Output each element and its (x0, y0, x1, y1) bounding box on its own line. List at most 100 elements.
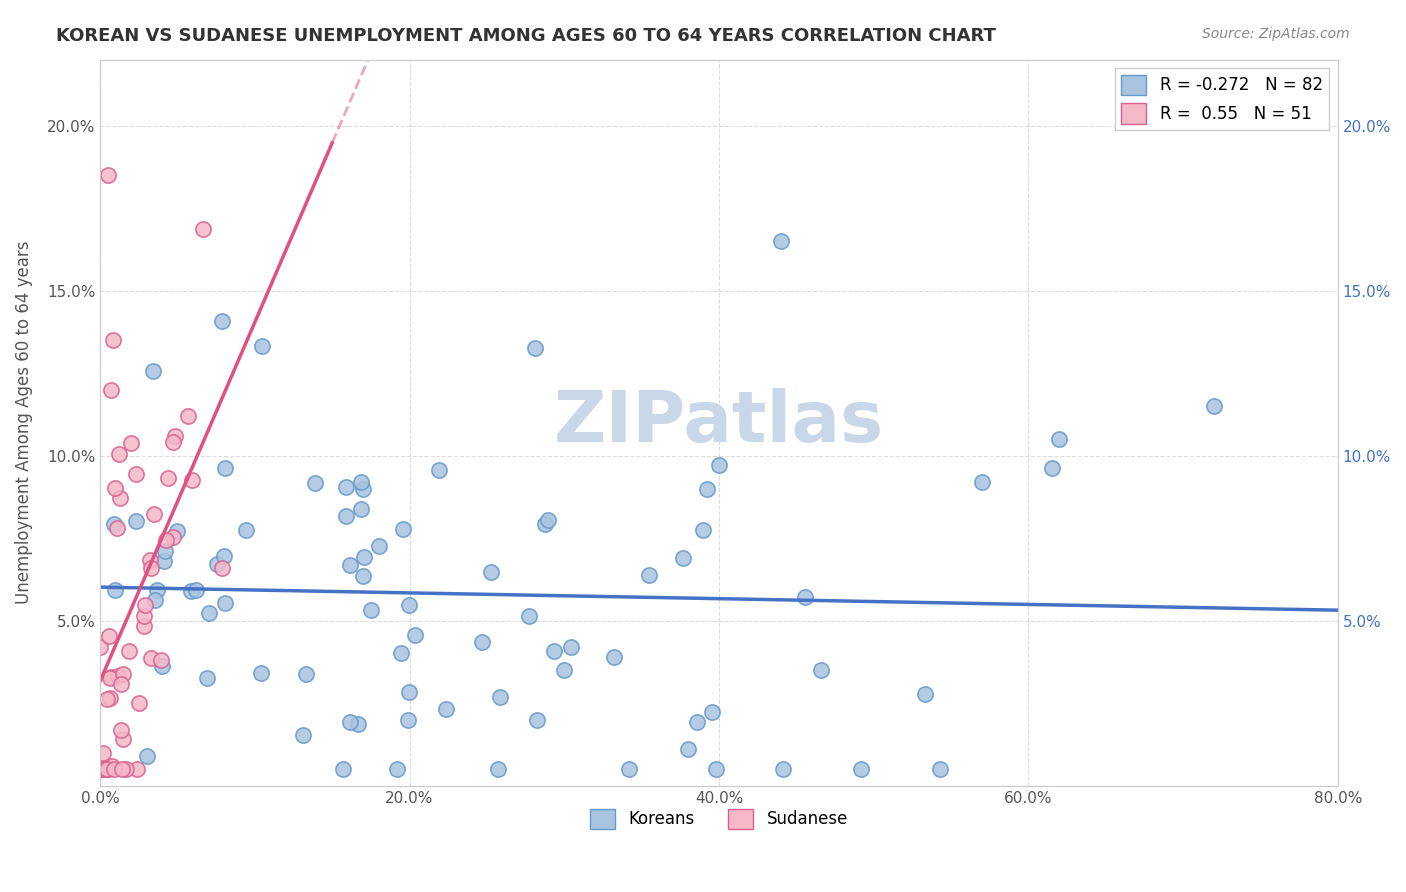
Point (180, 583, 202, 598)
Point (524, 341, 547, 355)
Point (112, 666, 135, 681)
Point (489, 690, 512, 704)
Point (89, 640, 111, 655)
Point (295, 667, 318, 681)
Point (686, 715, 709, 730)
Point (112, 732, 135, 747)
Point (134, 599, 156, 613)
Point (128, 697, 150, 711)
Point (696, 482, 718, 496)
Point (385, 762, 408, 776)
Point (617, 762, 640, 776)
Point (214, 461, 236, 475)
Point (398, 598, 420, 612)
Point (97, 168, 120, 182)
Point (537, 513, 560, 527)
Point (114, 762, 136, 776)
Point (142, 364, 165, 378)
Point (132, 619, 155, 633)
Point (125, 762, 148, 776)
Point (108, 491, 131, 506)
Point (90, 762, 112, 776)
Point (404, 628, 426, 642)
Point (235, 523, 257, 537)
Point (108, 447, 131, 461)
Point (103, 516, 125, 531)
Point (211, 314, 233, 328)
Point (150, 659, 173, 673)
Point (434, 702, 457, 716)
Point (162, 434, 184, 449)
Point (672, 550, 695, 565)
Point (97, 762, 120, 776)
Point (291, 728, 314, 742)
Point (553, 663, 575, 677)
Point (205, 557, 228, 571)
Point (250, 339, 273, 353)
Point (676, 742, 699, 756)
Point (163, 429, 186, 443)
Point (143, 593, 166, 607)
Point (350, 502, 373, 516)
Point (692, 523, 714, 537)
Point (353, 549, 375, 564)
Point (120, 435, 142, 450)
Point (517, 609, 540, 624)
Point (360, 603, 382, 617)
Point (98, 690, 121, 705)
Point (141, 561, 163, 575)
Text: KOREAN VS SUDANESE UNEMPLOYMENT AMONG AGES 60 TO 64 YEARS CORRELATION CHART: KOREAN VS SUDANESE UNEMPLOYMENT AMONG AG… (56, 27, 995, 45)
Point (143, 507, 166, 521)
Point (332, 762, 354, 776)
Point (212, 549, 235, 564)
Point (849, 762, 872, 776)
Point (136, 749, 159, 764)
Point (101, 333, 124, 347)
Point (162, 530, 184, 544)
Point (98, 629, 121, 643)
Point (157, 471, 180, 485)
Point (427, 463, 450, 477)
Point (100, 383, 122, 397)
Point (141, 651, 163, 665)
Point (368, 539, 391, 553)
Point (772, 762, 794, 776)
Point (93, 762, 115, 776)
Point (100, 670, 122, 684)
Point (105, 521, 128, 535)
Point (214, 596, 236, 610)
Point (396, 714, 419, 728)
Point (543, 643, 565, 657)
Point (603, 649, 626, 664)
Point (111, 762, 134, 776)
Point (352, 568, 374, 582)
Point (249, 665, 271, 680)
Point (335, 508, 357, 523)
Point (181, 473, 204, 487)
Point (1202, 399, 1225, 413)
Point (149, 653, 172, 667)
Point (100, 758, 122, 772)
Point (471, 635, 494, 649)
Point (526, 713, 548, 727)
Point (339, 558, 361, 572)
Point (125, 467, 148, 482)
Point (389, 646, 412, 660)
Point (1047, 432, 1070, 446)
Point (153, 553, 176, 567)
Point (96, 762, 118, 776)
Point (195, 671, 218, 685)
Point (166, 524, 188, 538)
Point (104, 481, 127, 495)
Point (132, 608, 155, 623)
Point (352, 482, 374, 496)
Point (709, 458, 731, 472)
Y-axis label: Unemployment Among Ages 60 to 64 years: Unemployment Among Ages 60 to 64 years (15, 241, 32, 605)
Point (533, 516, 555, 531)
Point (94, 762, 117, 776)
Point (700, 705, 723, 719)
Point (339, 714, 361, 729)
Point (335, 480, 357, 494)
Point (304, 476, 326, 491)
Point (138, 553, 160, 567)
